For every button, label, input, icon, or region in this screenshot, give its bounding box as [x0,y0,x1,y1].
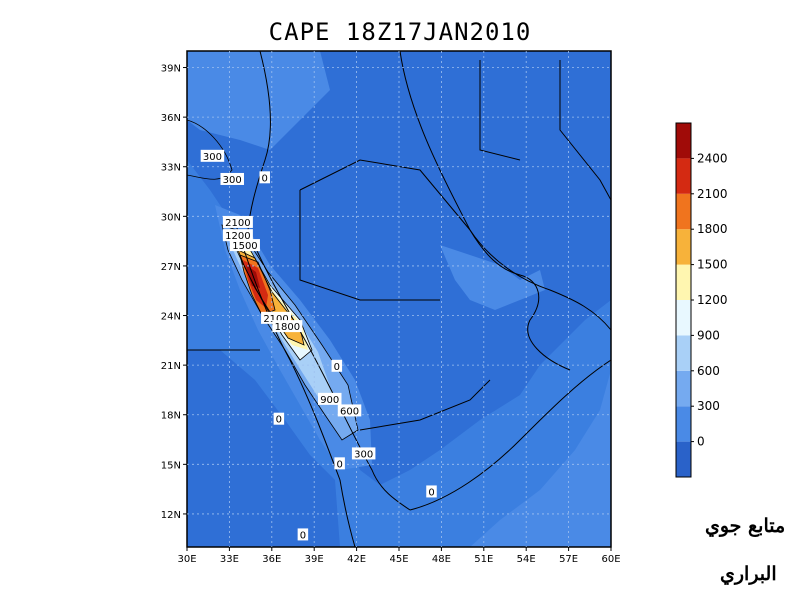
contour-label-bg [317,392,342,405]
colorbar-segment [676,370,691,407]
map-title: CAPE 18Z17JAN2010 [268,18,532,46]
contour-label-bg [229,239,260,252]
contour-label: 0 [428,487,434,498]
y-tick-label: 36N [161,113,181,124]
contour-label: 0 [300,530,306,541]
x-tick-label: 48E [432,554,451,565]
contour-label: 0 [262,173,268,184]
contour-label-bg [334,457,345,470]
x-tick-label: 42E [347,554,366,565]
y-axis-ticks: 12N 15N 18N 21N 24N 27N 30N 33N 36N 39N [161,64,187,521]
x-tick-label: 51E [474,554,493,565]
credit-line-2: البراري [720,563,777,585]
contour-label-bg [222,229,253,242]
x-tick-label: 36E [262,554,281,565]
arabian-sea [470,370,611,547]
x-tick-label: 45E [389,554,408,565]
y-tick-label: 39N [161,64,181,75]
contour-label-bg [337,404,362,417]
credit-line-1: متابع جوي [705,515,786,537]
colorbar-label: 2400 [697,151,728,165]
colorbar-label: 600 [697,364,720,378]
colorbar-label: 900 [697,328,720,342]
coastlines [187,51,611,547]
contour-label: 0 [336,459,342,470]
x-axis-ticks: 30E 33E 36E 39E 42E 45E 48E 51E 54E 57E 60E [177,547,621,565]
colorbar: 0 300 600 900 1200 1500 1800 2100 2400 [675,122,728,478]
contour-label: 1800 [275,322,300,333]
x-tick-label: 30E [177,554,196,565]
contour-label: 300 [223,175,242,186]
colorbar-segment [676,406,691,442]
colorbar-segment [676,158,691,194]
y-tick-label: 21N [161,361,181,372]
mediterranean [187,51,330,150]
colorbar-label: 2100 [697,187,728,201]
colorbar-segment [676,441,691,477]
contour-label-bg [272,320,303,333]
persian-gulf [440,245,545,310]
contour-label: 1200 [225,231,250,242]
contour-label: 900 [320,395,339,406]
colorbar-label: 1200 [697,293,728,307]
contour-label: 0 [276,415,282,426]
x-tick-label: 57E [559,554,578,565]
colorbar-label: 300 [697,399,720,413]
colorbar-segment [676,193,691,230]
contour-label-bg [297,528,309,541]
colorbar-segment [676,229,691,265]
contour-label-bg [273,412,285,425]
colorbar-segment [676,300,691,336]
contour-label: 600 [340,406,359,417]
contour-label: 0 [334,362,340,373]
x-tick-label: 33E [220,554,239,565]
contour-label-bg [200,149,225,162]
colorbar-segment [676,264,691,300]
y-tick-label: 33N [161,163,181,174]
y-tick-label: 30N [161,212,181,223]
y-tick-label: 15N [161,460,181,471]
contour-label: 2100 [225,218,250,229]
contour-label: 2100 [263,314,288,325]
colorbar-segment [676,123,691,159]
y-tick-label: 12N [161,510,181,521]
gridlines [187,51,611,547]
y-tick-label: 18N [161,411,181,422]
colorbar-segment [676,335,691,371]
colorbar-label: 1500 [697,258,728,272]
x-tick-label: 54E [517,554,536,565]
y-tick-label: 24N [161,312,181,323]
x-tick-label: 60E [601,554,620,565]
colorbar-label: 1800 [697,222,728,236]
contour-label: 300 [354,449,373,460]
land-region-africa [187,350,340,547]
y-tick-label: 27N [161,262,181,273]
x-tick-label: 39E [305,554,324,565]
contour-label-bg [259,171,270,184]
contour-label: 300 [203,152,222,163]
contour-label-bg [220,172,244,185]
contour-label-bg [222,215,253,228]
contour-label-bg [331,359,343,372]
contour-label-bg [426,485,437,498]
contour-label: 1500 [232,241,257,252]
colorbar-label: 0 [697,435,705,449]
contour-label-bg [351,447,376,460]
